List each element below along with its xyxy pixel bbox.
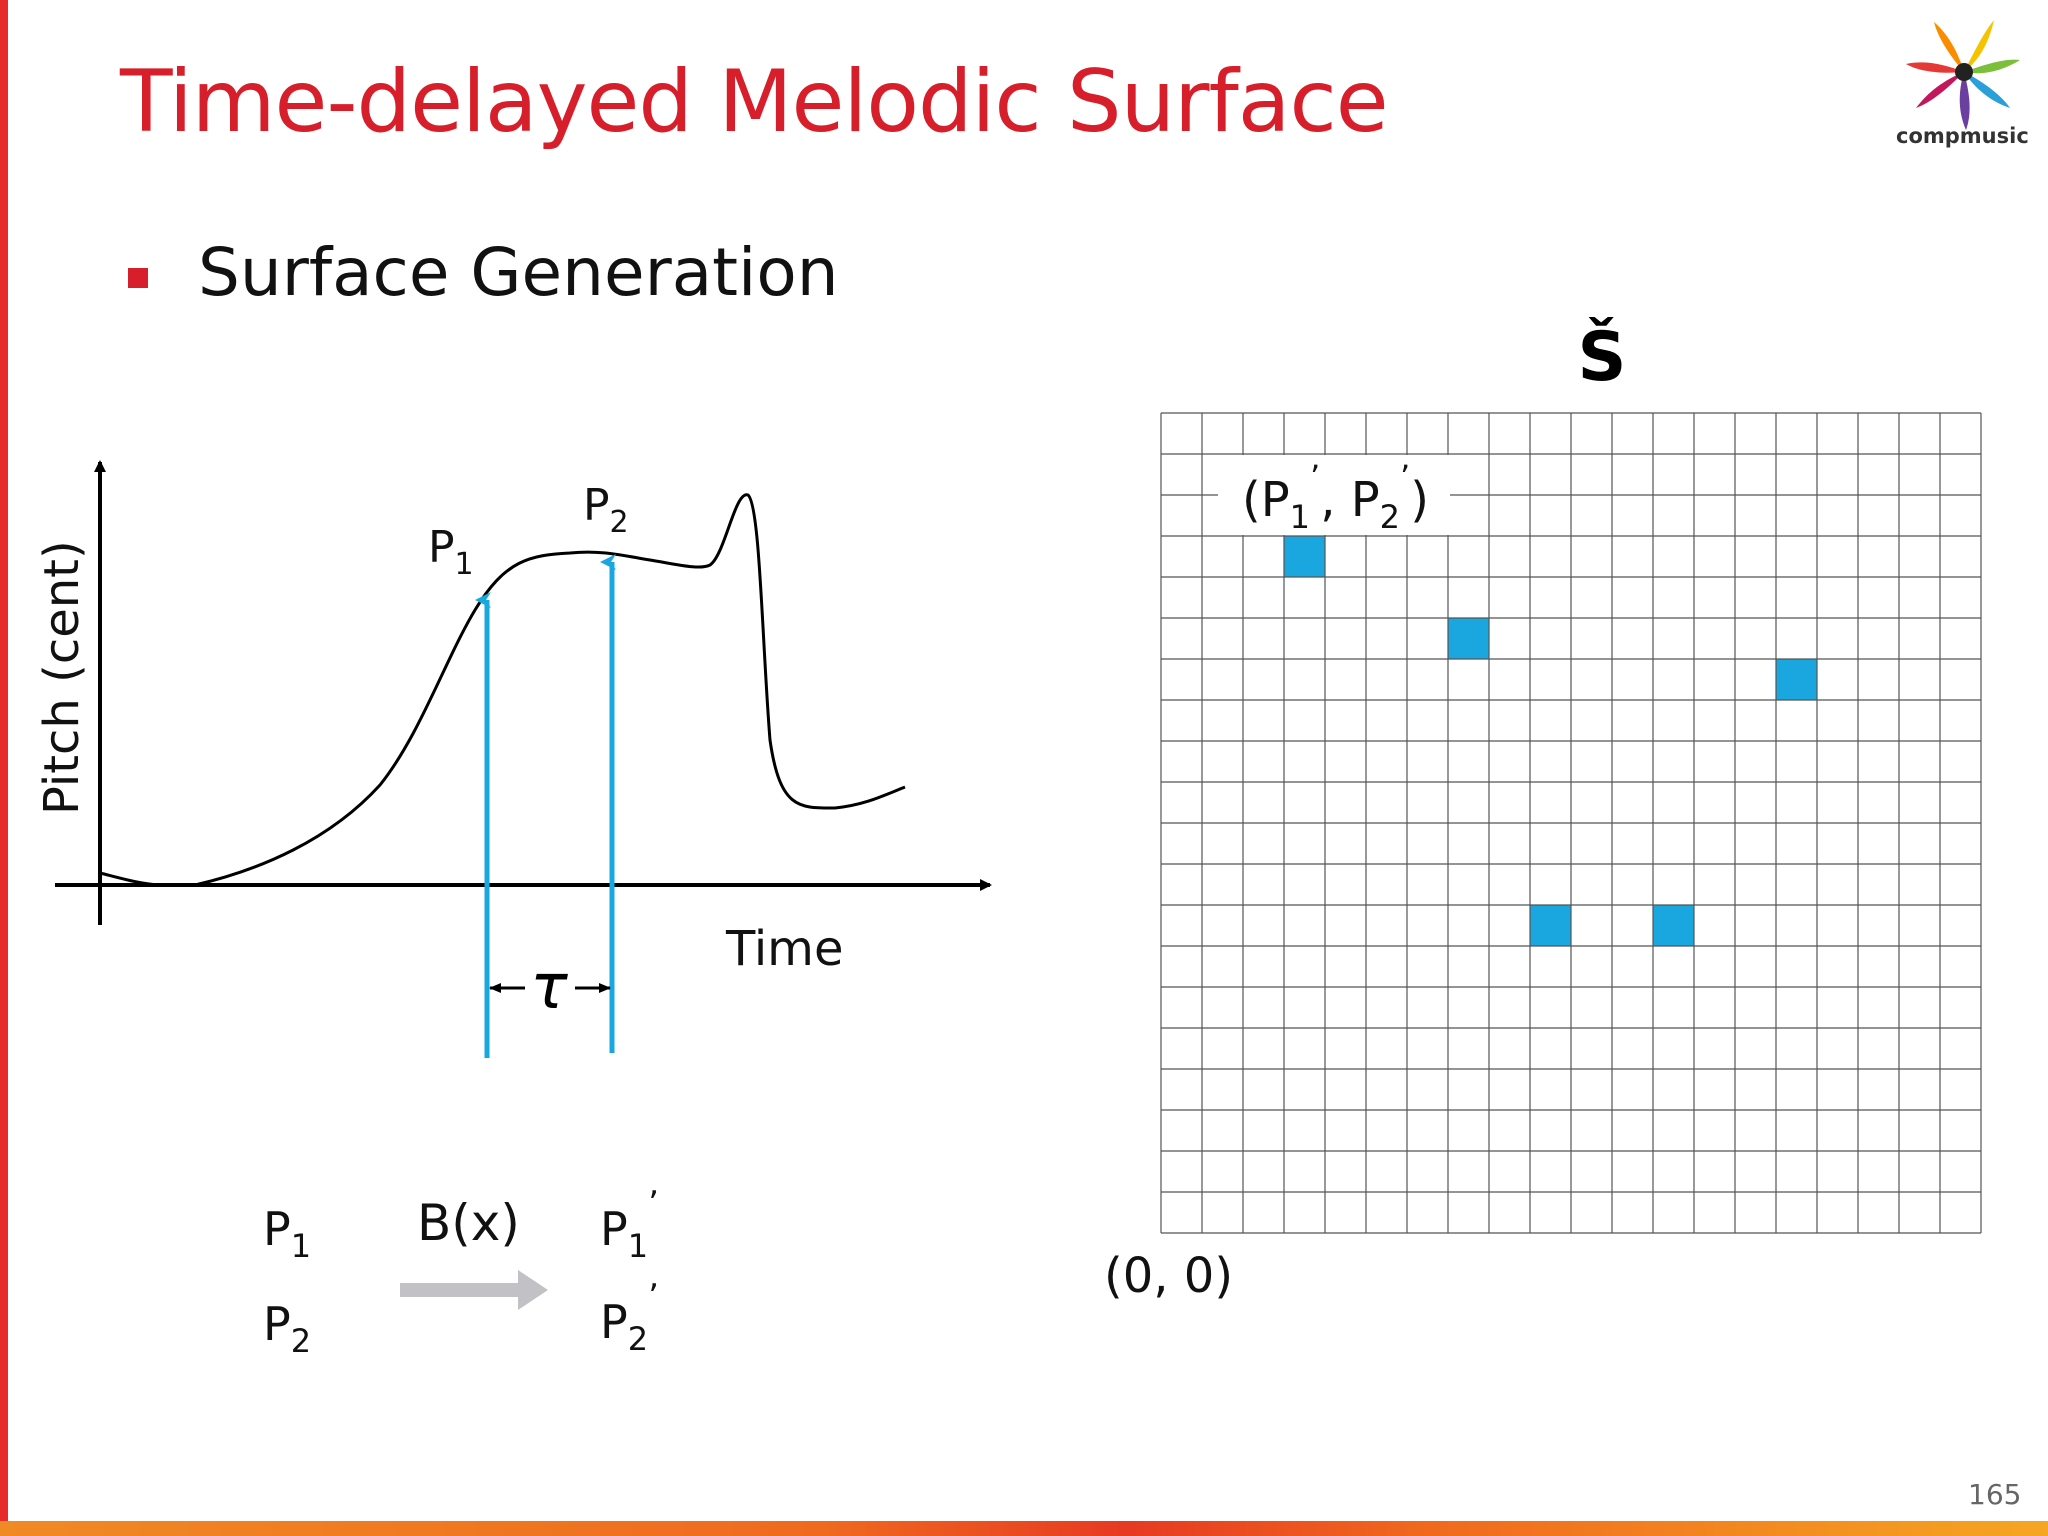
surface-filled-cell <box>1530 905 1571 946</box>
bottom-accent-bar <box>0 1521 2048 1536</box>
slide-title: Time-delayed Melodic Surface <box>120 52 1389 152</box>
logo-text: compmusic <box>1896 124 2029 148</box>
bullet-marker <box>128 268 148 288</box>
pair-label-bg <box>1218 455 1450 535</box>
output-p2-prime: P2’ <box>600 1277 659 1358</box>
compmusic-logo-icon <box>1906 20 2020 130</box>
p2-label: P2 <box>583 480 629 540</box>
tau-label: τ <box>530 950 568 1023</box>
input-p1: P1 <box>263 1202 311 1265</box>
p1-label: P1 <box>428 522 474 582</box>
pair-label: (P1’, P2’) <box>1242 458 1429 536</box>
x-axis-label: Time <box>725 921 843 977</box>
surface-filled-cells <box>1284 536 1817 946</box>
output-p1-prime: P1’ <box>600 1184 659 1265</box>
bullet-surface-generation: Surface Generation <box>198 234 839 311</box>
melodic-surface: Š (P1’, P2’) (0, 0) <box>1104 317 1982 1304</box>
function-label: B(x) <box>417 1194 520 1252</box>
left-accent-bar <box>0 0 8 1536</box>
mapping-arrow-head <box>518 1270 548 1310</box>
surface-filled-cell <box>1653 905 1694 946</box>
surface-grid <box>1160 412 1982 1234</box>
mapping-function: P1 P2 B(x) P1’ P2’ <box>263 1184 659 1360</box>
pitch-contour <box>99 493 906 887</box>
origin-label: (0, 0) <box>1104 1248 1233 1304</box>
surface-filled-cell <box>1284 536 1325 577</box>
page-number: 165 <box>1968 1478 2022 1511</box>
surface-filled-cell <box>1448 618 1489 659</box>
y-axis-label: Pitch (cent) <box>34 540 90 815</box>
surface-symbol: Š <box>1578 317 1627 397</box>
surface-filled-cell <box>1776 659 1817 700</box>
input-p2: P2 <box>263 1297 311 1360</box>
pitch-time-diagram: τ P1 P2 Time Pitch (cent) <box>34 460 992 1058</box>
